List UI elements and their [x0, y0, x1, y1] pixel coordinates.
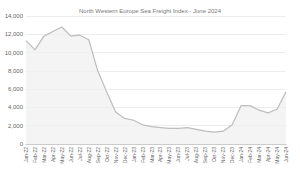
svg-text:12,000: 12,000 [5, 31, 24, 37]
svg-text:4,000: 4,000 [8, 104, 24, 110]
svg-text:Jan-24: Jan-24 [238, 147, 244, 163]
svg-text:Jul-22: Jul-22 [77, 147, 83, 161]
svg-text:Jun-24: Jun-24 [283, 147, 289, 163]
svg-text:Apr-24: Apr-24 [265, 147, 271, 162]
svg-text:Apr-22: Apr-22 [50, 147, 56, 162]
svg-text:Jul-23: Jul-23 [184, 147, 190, 161]
svg-text:Jan-23: Jan-23 [131, 147, 137, 163]
svg-text:Jan-22: Jan-22 [23, 147, 29, 163]
svg-text:Feb-22: Feb-22 [32, 147, 38, 163]
svg-text:Mar-23: Mar-23 [149, 147, 155, 163]
svg-text:Nov-22: Nov-22 [113, 147, 119, 163]
svg-text:Aug-23: Aug-23 [193, 147, 199, 163]
svg-text:May-24: May-24 [274, 147, 280, 164]
svg-text:Dec-22: Dec-22 [122, 147, 128, 163]
svg-text:Jun-23: Jun-23 [175, 147, 181, 163]
svg-text:Feb-24: Feb-24 [247, 147, 253, 163]
svg-text:Sep-22: Sep-22 [95, 147, 101, 163]
svg-text:Apr-23: Apr-23 [157, 147, 163, 162]
svg-text:May-23: May-23 [166, 147, 172, 164]
svg-text:2,000: 2,000 [8, 123, 24, 129]
svg-text:Nov-23: Nov-23 [220, 147, 226, 163]
svg-text:6,000: 6,000 [8, 86, 24, 92]
svg-text:10,000: 10,000 [5, 50, 24, 56]
svg-text:Mar-22: Mar-22 [41, 147, 47, 163]
svg-text:Oct-23: Oct-23 [211, 147, 217, 162]
svg-text:Feb-23: Feb-23 [140, 147, 146, 163]
svg-text:May-22: May-22 [59, 147, 65, 164]
svg-text:8,000: 8,000 [8, 68, 24, 74]
svg-text:Sep-23: Sep-23 [202, 147, 208, 163]
svg-text:Aug-22: Aug-22 [86, 147, 92, 163]
svg-text:0: 0 [20, 141, 24, 147]
svg-text:14,000: 14,000 [5, 13, 24, 19]
svg-text:Dec-23: Dec-23 [229, 147, 235, 163]
svg-text:Mar-24: Mar-24 [256, 147, 262, 163]
svg-text:Jun-22: Jun-22 [68, 147, 74, 163]
svg-text:North Western Europe Sea Freig: North Western Europe Sea Freight Index -… [79, 8, 222, 14]
svg-text:Oct-22: Oct-22 [104, 147, 110, 162]
